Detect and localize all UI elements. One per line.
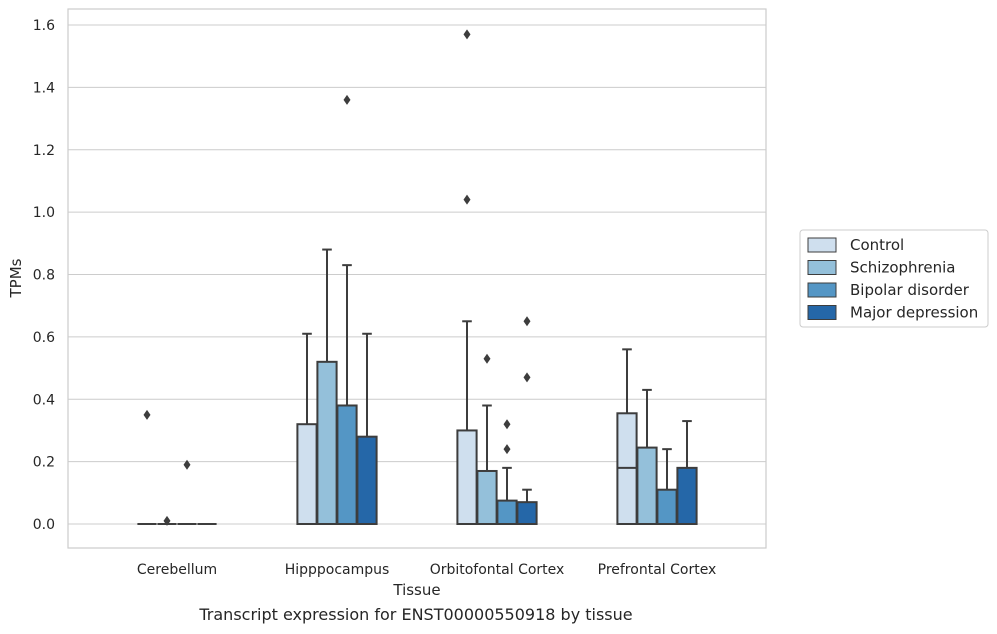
outlier-point	[463, 194, 471, 205]
legend: Control Schizophrenia Bipolar disorder Majo…	[799, 229, 989, 328]
legend-label: Schizophrenia	[850, 259, 955, 277]
x-tick-label: Prefrontal Cortex	[598, 562, 717, 578]
x-tick-label: Hipppocampus	[285, 562, 390, 578]
box	[296, 423, 318, 526]
legend-label: Major depression	[850, 304, 978, 322]
y-tick-label: 0.6	[33, 330, 55, 346]
y-tick-label: 0.0	[33, 517, 55, 533]
legend-label: Control	[850, 236, 904, 254]
legend-label: Bipolar disorder	[850, 281, 970, 299]
y-tick-label: 0.2	[33, 455, 55, 471]
box	[316, 360, 338, 526]
y-axis-label: TPMs	[7, 258, 25, 298]
outlier-point	[483, 353, 491, 364]
plot-frame	[67, 8, 767, 549]
grid-lines	[68, 24, 766, 525]
outlier-point	[143, 409, 151, 420]
y-tick-label: 1.4	[33, 80, 55, 96]
box	[676, 466, 698, 525]
y-tick-label: 0.8	[33, 268, 55, 284]
box	[456, 429, 478, 525]
outlier-point	[183, 459, 191, 470]
outlier-point	[523, 372, 531, 383]
y-tick-label: 1.0	[33, 205, 55, 221]
outlier-point	[343, 94, 351, 105]
y-tick-label: 0.4	[33, 392, 55, 408]
box	[356, 435, 378, 525]
x-tick-label: Cerebellum	[137, 562, 217, 578]
x-axis-label: Tissue	[392, 581, 440, 599]
y-tick-labels: 0.0 0.2 0.4 0.6 0.8 1.0 1.2 1.4 1.6	[33, 18, 55, 533]
legend-frame	[799, 229, 989, 328]
box	[476, 469, 498, 526]
box	[656, 488, 678, 526]
box-plots	[137, 29, 698, 526]
outlier-point	[463, 29, 471, 40]
x-tick-label: Orbitofontal Cortex	[430, 562, 565, 578]
box	[636, 446, 658, 526]
x-tick-labels: Cerebellum Hipppocampus Orbitofontal Corte…	[137, 562, 716, 578]
chart-svg: 0.0 0.2 0.4 0.6 0.8 1.0 1.2 1.4 1.6 Cerebellum Hi…	[7, 8, 989, 599]
box	[336, 404, 358, 525]
chart-caption: Transcript expression for ENST0000055091…	[199, 605, 633, 624]
legend-swatch	[807, 260, 837, 275]
box	[496, 499, 518, 525]
legend-swatch	[807, 305, 837, 320]
outlier-point	[503, 444, 511, 455]
outlier-point	[523, 316, 531, 327]
box	[516, 501, 538, 526]
y-tick-label: 1.6	[33, 18, 55, 34]
outlier-point	[503, 419, 511, 430]
legend-swatch	[807, 282, 837, 298]
outlier-point	[163, 515, 171, 526]
legend-swatch	[807, 237, 837, 253]
y-tick-label: 1.2	[33, 143, 55, 159]
